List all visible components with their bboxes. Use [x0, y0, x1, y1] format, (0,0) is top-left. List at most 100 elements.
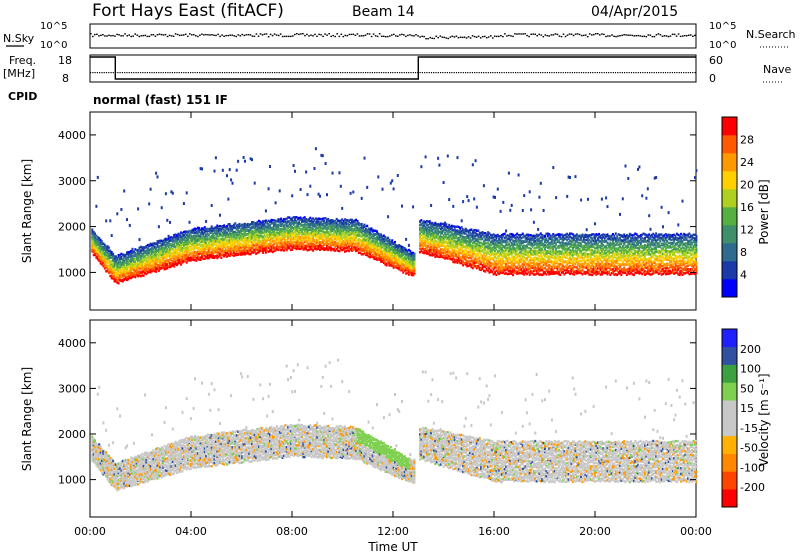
power-cell — [192, 248, 195, 252]
power-cell — [249, 237, 252, 240]
power-cell — [298, 238, 301, 242]
nsky-point — [425, 38, 427, 40]
power-cell — [301, 230, 303, 233]
power-cell — [282, 249, 285, 252]
power-cell — [191, 258, 194, 261]
power-cell — [164, 264, 167, 267]
power-cell — [252, 234, 255, 238]
nave-point — [387, 72, 389, 74]
power-cell — [112, 268, 115, 271]
power-cell — [91, 236, 94, 239]
power-cell — [174, 259, 177, 262]
nave-point — [587, 72, 589, 74]
nsky-point — [314, 33, 316, 36]
power-cell — [124, 274, 127, 277]
power-cell — [285, 217, 288, 220]
nsky-point — [296, 33, 298, 35]
power-cell — [244, 249, 246, 252]
power-cell — [199, 248, 202, 251]
power-cell — [331, 248, 334, 251]
power-cell — [176, 235, 178, 238]
power-cell — [331, 229, 334, 233]
power-cell — [241, 253, 244, 256]
power-cell — [188, 229, 191, 233]
power-cell — [376, 250, 378, 254]
power-cell — [99, 256, 102, 259]
power-cell — [181, 234, 184, 237]
power-cell — [348, 240, 351, 243]
power-cell — [413, 252, 416, 255]
power-cell — [273, 243, 276, 246]
power-cell — [244, 253, 246, 256]
power-cell — [198, 226, 201, 230]
power-cell — [146, 255, 149, 258]
power-cell — [302, 238, 305, 241]
power-cell — [280, 223, 283, 226]
power-cell — [142, 248, 145, 251]
power-cell — [260, 244, 263, 248]
power-cell — [305, 220, 308, 224]
power-cell — [184, 243, 187, 246]
power-cell — [346, 237, 349, 241]
nsky-point — [382, 35, 385, 37]
nave-point — [110, 72, 112, 74]
power-cell — [185, 240, 188, 243]
power-cell — [380, 260, 383, 263]
power-cell — [282, 245, 285, 248]
power-cell — [320, 247, 323, 250]
power-cell — [249, 253, 252, 256]
power-cell — [239, 228, 242, 231]
power-cell — [307, 248, 310, 251]
power-cell — [389, 181, 392, 185]
power-cell — [328, 219, 331, 223]
nsky-point — [217, 33, 219, 36]
power-cell — [113, 268, 116, 272]
power-cell — [371, 242, 374, 246]
power-cell — [349, 218, 352, 221]
nave-point — [599, 72, 601, 74]
power-cell — [330, 241, 333, 245]
power-cell — [392, 262, 395, 265]
power-cell — [352, 240, 355, 243]
power-cell — [234, 243, 237, 246]
nave-point — [340, 72, 342, 74]
power-cell — [159, 261, 162, 264]
power-cell — [105, 258, 108, 261]
power-cell — [262, 247, 265, 250]
power-cell — [256, 247, 259, 250]
power-cell — [166, 238, 169, 241]
power-cell — [320, 234, 323, 237]
nave-point — [401, 72, 403, 74]
power-cell — [177, 234, 180, 237]
nave-point — [360, 72, 362, 74]
power-cell — [363, 225, 366, 228]
power-cell — [230, 227, 233, 230]
power-cell — [345, 218, 348, 222]
power-cell — [213, 247, 216, 250]
power-cell — [295, 238, 298, 241]
power-cell — [385, 238, 388, 242]
power-cell — [314, 236, 317, 239]
power-cell — [359, 229, 362, 232]
power-cell — [363, 232, 366, 235]
power-cell — [419, 241, 421, 244]
power-cell — [298, 231, 301, 234]
power-cell — [335, 226, 338, 230]
power-cell — [412, 205, 415, 209]
power-cell — [232, 223, 235, 226]
nave-point — [467, 72, 469, 74]
power-cell — [403, 259, 406, 262]
power-cell — [331, 235, 334, 238]
power-cell — [110, 261, 113, 264]
power-cell — [327, 232, 330, 235]
power-cell — [271, 246, 274, 250]
power-cell — [123, 256, 126, 259]
nave-point — [410, 72, 412, 74]
power-cell — [234, 252, 237, 256]
power-cell — [144, 258, 146, 261]
power-cell — [384, 247, 387, 251]
power-cell — [166, 263, 169, 266]
power-cell — [253, 226, 256, 229]
power-cell — [369, 234, 371, 237]
power-cell — [356, 220, 359, 223]
